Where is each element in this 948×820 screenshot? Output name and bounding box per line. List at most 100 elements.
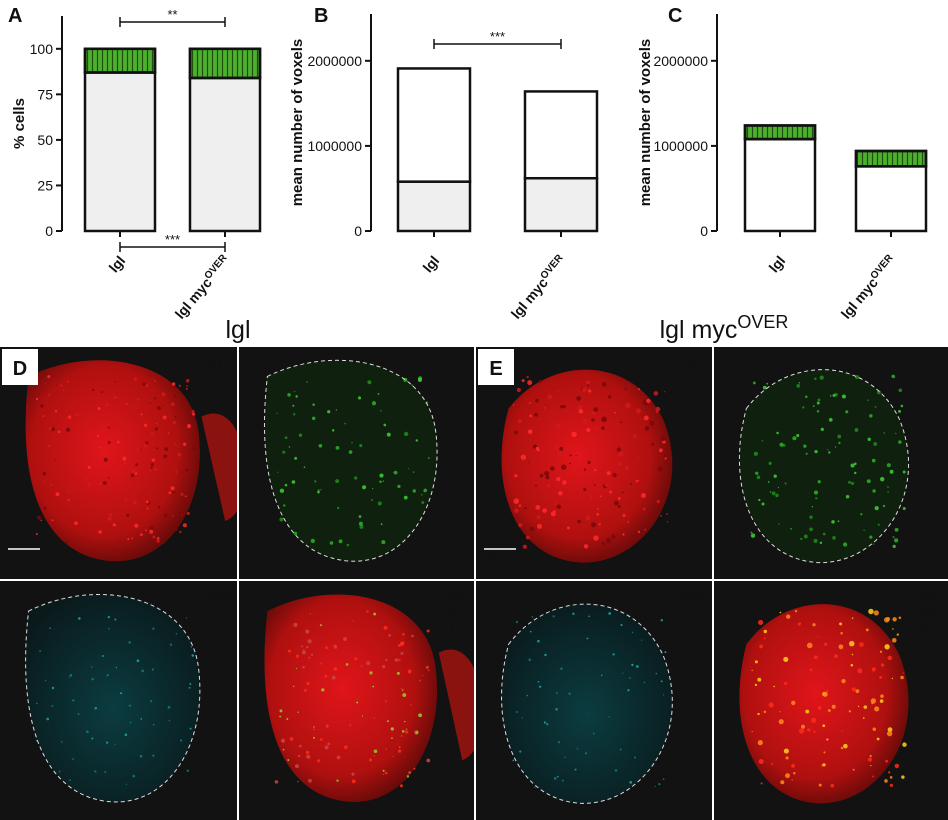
speckle xyxy=(411,634,414,638)
speckle xyxy=(192,412,196,416)
speckle xyxy=(351,772,355,776)
speckle xyxy=(164,447,169,452)
speckle xyxy=(102,481,107,485)
speckle xyxy=(54,459,57,461)
speckle xyxy=(39,650,42,653)
speckle xyxy=(526,694,529,697)
hatch xyxy=(188,47,262,80)
speckle xyxy=(64,540,68,544)
speckle xyxy=(519,750,522,753)
speckle xyxy=(894,527,899,532)
speckle xyxy=(520,454,527,460)
y-tick-label: 1000000 xyxy=(653,138,708,154)
x-tick-label-sup: OVER xyxy=(202,252,229,282)
speckle xyxy=(898,388,903,393)
speckle xyxy=(151,458,156,462)
channel-label: GFP xyxy=(439,352,468,368)
speckle xyxy=(657,466,664,472)
speckle xyxy=(161,525,163,528)
speckle xyxy=(325,724,329,728)
speckle xyxy=(812,405,815,407)
speckle xyxy=(182,442,187,446)
speckle xyxy=(99,423,102,427)
speckle xyxy=(68,676,71,678)
speckle xyxy=(793,772,796,775)
y-tick-label: 25 xyxy=(37,177,53,193)
speckle xyxy=(813,730,816,733)
speckle xyxy=(584,752,588,755)
speckle xyxy=(546,483,551,488)
speckle xyxy=(662,778,665,781)
speckle xyxy=(796,433,800,438)
speckle xyxy=(311,416,316,421)
speckle xyxy=(114,743,116,746)
merge-channel-label: GFP xyxy=(913,618,942,634)
speckle xyxy=(779,442,784,447)
speckle xyxy=(305,750,310,755)
speckle xyxy=(152,723,155,726)
speckle xyxy=(352,620,354,622)
speckle xyxy=(658,448,663,453)
speckle xyxy=(162,405,164,407)
speckle xyxy=(818,783,822,787)
speckle xyxy=(574,768,577,771)
speckle xyxy=(577,404,583,411)
micrograph-cas3 xyxy=(0,581,237,820)
speckle xyxy=(891,637,897,643)
speckle xyxy=(817,480,821,484)
speckle xyxy=(425,665,429,669)
speckle xyxy=(633,756,636,759)
speckle xyxy=(294,456,298,460)
speckle xyxy=(644,426,650,431)
speckle xyxy=(178,384,181,387)
speckle xyxy=(622,513,626,517)
speckle xyxy=(379,473,384,478)
speckle xyxy=(592,732,595,735)
y-tick-label: 75 xyxy=(37,86,53,102)
speckle xyxy=(371,487,374,490)
speckle xyxy=(144,529,147,531)
speckle xyxy=(611,534,616,539)
channel-label: Cas3 xyxy=(198,586,231,602)
speckle xyxy=(291,480,296,484)
speckle xyxy=(277,471,279,473)
speckle xyxy=(128,641,131,644)
speckle xyxy=(763,629,767,634)
speckle xyxy=(871,702,874,705)
speckle xyxy=(179,511,183,515)
speckle xyxy=(591,418,595,422)
speckle xyxy=(142,382,146,386)
speckle xyxy=(131,537,133,540)
speckle xyxy=(293,531,298,536)
speckle xyxy=(185,378,190,383)
speckle xyxy=(189,683,192,686)
speckle xyxy=(662,694,665,696)
speckle xyxy=(902,507,906,511)
speckle xyxy=(418,679,421,682)
speckle xyxy=(185,617,188,619)
speckle xyxy=(763,710,767,714)
speckle xyxy=(822,691,828,697)
speckle xyxy=(606,537,612,543)
speckle xyxy=(274,780,279,784)
speckle xyxy=(153,397,157,400)
speckle xyxy=(294,764,300,769)
speckle xyxy=(609,490,613,494)
speckle xyxy=(895,432,897,435)
speckle xyxy=(871,458,876,463)
speckle xyxy=(373,612,377,616)
speckle xyxy=(794,609,798,613)
speckle xyxy=(62,388,65,391)
speckle xyxy=(44,679,47,682)
speckle xyxy=(583,468,587,471)
speckle xyxy=(168,491,172,495)
speckle xyxy=(97,407,101,410)
speckle xyxy=(366,610,369,613)
speckle xyxy=(399,784,404,788)
speckle xyxy=(753,451,758,456)
speckle xyxy=(769,491,772,493)
x-tick-label: lgl mycOVER xyxy=(507,252,569,322)
speckle xyxy=(306,646,309,649)
speckle xyxy=(66,427,71,432)
speckle xyxy=(555,691,558,694)
